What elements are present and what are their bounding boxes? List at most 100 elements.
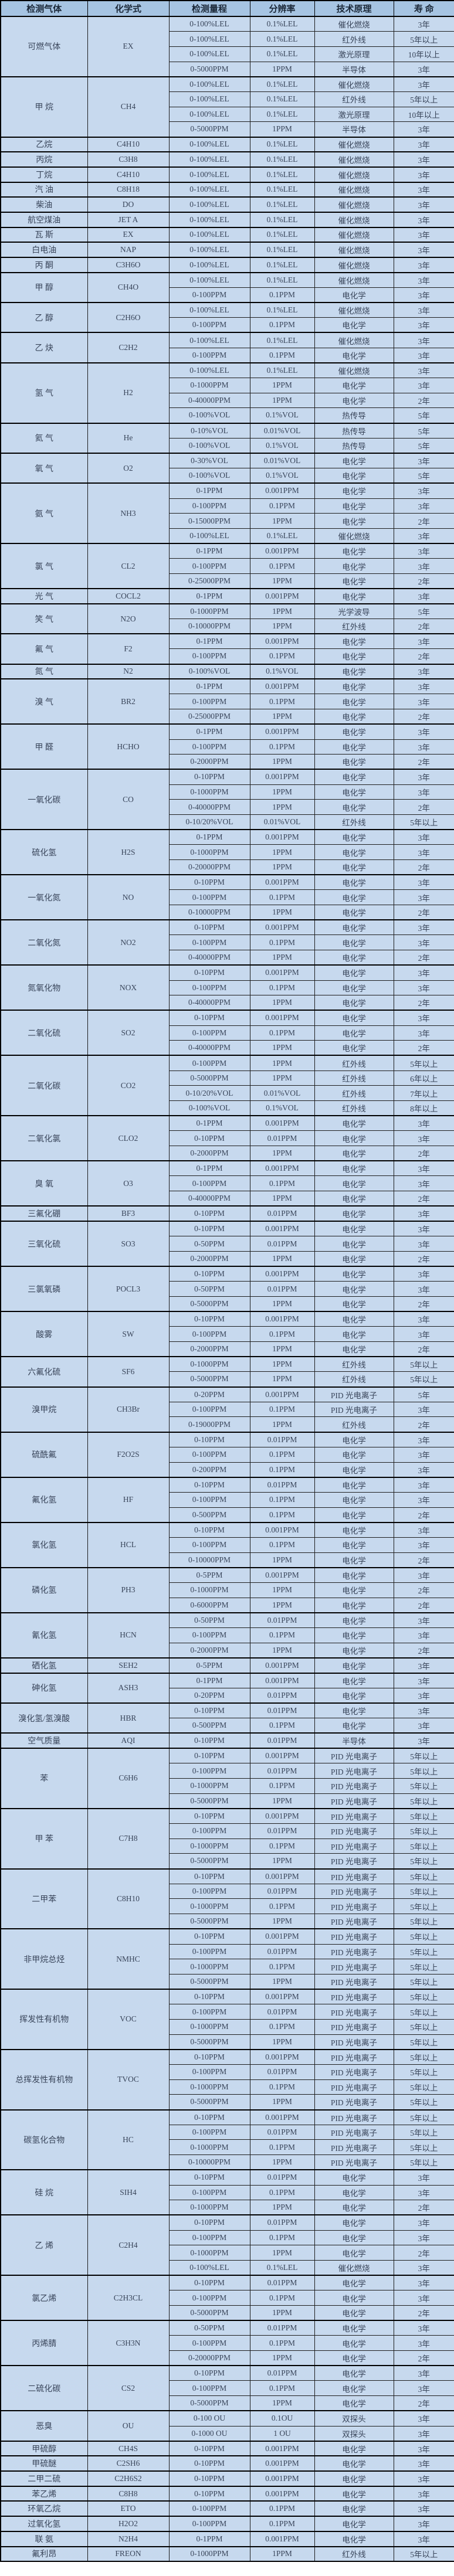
lifetime-cell: 5年以上 (393, 91, 454, 107)
table-row: 二硫化碳 CS2 0-10PPM 0.01PPM 电化学 3年 (0, 2365, 454, 2411)
principle-cell: 电化学 (314, 2470, 394, 2487)
gas-name-cell: 乙烷 (0, 136, 88, 152)
table-row: 三氧化硫 SO3 0-10PPM 0.001PPM 电化学 3年 (0, 1220, 454, 1267)
lifetime-cell: 5年以上 (393, 1898, 454, 1915)
range-cell: 0-100%LEL (168, 332, 250, 348)
table-row: 0-100PPM 0.01PPM PID 光电离子 5年以上 (1, 2124, 454, 2140)
range-cell: 0-100%LEL (168, 91, 250, 107)
gas-name-cell: 二甲苯 (0, 1868, 88, 1929)
lifetime-cell: 3年 (393, 2275, 454, 2291)
resolution-cell: 0.001PPM (249, 2440, 315, 2456)
gas-name-cell: 氟 气 (0, 633, 88, 665)
range-cell: 0-20PPM (168, 1687, 250, 1704)
table-row: 白电油 NAP 0-100%LEL 0.1%LEL 催化燃烧 3年 (0, 242, 454, 258)
table-row: 0-40000PPM 1PPM 电化学 2年 (1, 950, 454, 966)
range-cell: 0-40000PPM (168, 1040, 250, 1056)
lifetime-cell: 3年 (393, 196, 454, 213)
range-cell: 0-5000PPM (168, 1070, 250, 1086)
resolution-cell: 0.01PPM (249, 1943, 315, 1960)
table-header: 检测气体 化学式 检测量程 分辨率 技术原理 寿 命 (0, 0, 454, 17)
resolution-cell: 1PPM (249, 1371, 315, 1388)
resolution-cell: 0.001PPM (249, 678, 315, 695)
lifetime-cell: 2年 (393, 1296, 454, 1312)
table-row: 环氧乙烷 ETO 0-100PPM 0.1PPM 电化学 3年 (0, 2500, 454, 2517)
header-cell-principle: 技术原理 (314, 0, 394, 17)
table-row: 氟利昂 FREON 0-1000PPM 1PPM 红外线 5年以上 (0, 2546, 454, 2562)
principle-cell: 电化学 (314, 950, 394, 966)
lifetime-cell: 2年 (393, 1250, 454, 1267)
gas-name-cell: 氢 气 (0, 362, 88, 424)
resolution-cell: 1PPM (249, 1552, 315, 1568)
range-cell: 0-100%LEL (168, 2259, 250, 2276)
principle-cell: 催化燃烧 (314, 226, 394, 243)
formula-cell: HCN (87, 1612, 170, 1659)
resolution-cell: 1PPM (249, 121, 315, 137)
range-cell: 0-10/20%VOL (168, 1085, 250, 1101)
lifetime-cell: 2年 (393, 1341, 454, 1357)
table-row: 0-20PPM 0.01PPM 电化学 3年 (1, 1687, 454, 1704)
resolution-cell: 0.1PPM (249, 2500, 315, 2517)
gas-name-cell: 丙烯腈 (0, 2320, 88, 2366)
principle-cell: 热传导 (314, 422, 394, 439)
resolution-cell: 0.1%LEL (249, 257, 315, 273)
resolution-cell: 0.1PPM (249, 558, 315, 574)
formula-cell: O2 (87, 452, 170, 484)
principle-cell: 电化学 (314, 468, 394, 484)
range-cell: 0-500PPM (168, 1507, 250, 1523)
table-row: 氨 气 NH3 0-1PPM 0.001PPM 电化学 3年 (0, 482, 454, 544)
table-row: 二氧化碳 CO2 0-100PPM 1PPM 红外线 5年以上 (0, 1055, 454, 1116)
table-row: 甲 醇 CH4O 0-100%LEL 0.1%LEL 催化燃烧 3年 (0, 271, 454, 303)
principle-cell: 催化燃烧 (314, 362, 394, 378)
table-row: 0-25000PPM 1PPM 电化学 2年 (1, 709, 454, 725)
lifetime-cell: 3年 (393, 1221, 454, 1237)
formula-cell: CO (87, 769, 170, 830)
lifetime-cell: 3年 (393, 829, 454, 845)
range-cell: 0-1PPM (168, 482, 250, 499)
resolution-cell: 0.001PPM (249, 1266, 315, 1282)
resolution-cell: 0.01%VOL (249, 422, 315, 439)
table-row: 0-1000PPM 1PPM 电化学 3年 (1, 844, 454, 860)
range-cell: 0-10PPM (168, 964, 250, 981)
table-row: 丙烯腈 C3H3N 0-50PPM 0.01PPM 电化学 3年 (0, 2320, 454, 2366)
table-row: 0-100%LEL 0.1%LEL 激光原理 10年以上 (1, 106, 454, 123)
lifetime-cell: 3年 (393, 2516, 454, 2532)
range-cell: 0-5PPM (168, 1566, 250, 1583)
lifetime-cell: 3年 (393, 964, 454, 981)
table-row: 氯化氢 HCL 0-10PPM 0.001PPM 电化学 3年 (0, 1521, 454, 1568)
lifetime-cell: 5年以上 (393, 814, 454, 830)
principle-cell: PID 光电离子 (314, 1928, 394, 1945)
lifetime-cell: 3年 (393, 151, 454, 168)
principle-cell: 催化燃烧 (314, 332, 394, 348)
range-cell: 0-10PPM (168, 1476, 250, 1493)
principle-cell: 激光原理 (314, 46, 394, 62)
range-cell: 0-100PPM (168, 2516, 250, 2532)
range-cell: 0-10PPM (168, 1130, 250, 1147)
principle-cell: PID 光电离子 (314, 2018, 394, 2035)
formula-cell: NMHC (87, 1928, 170, 1990)
principle-cell: 红外线 (314, 618, 394, 634)
resolution-cell: 0.01PPM (249, 2320, 315, 2336)
principle-cell: 催化燃烧 (314, 196, 394, 213)
lifetime-cell: 3年 (393, 678, 454, 695)
resolution-cell: 1PPM (249, 513, 315, 529)
principle-cell: 电化学 (314, 1236, 394, 1252)
resolution-cell: 1PPM (249, 378, 315, 393)
formula-cell: CH4S (87, 2440, 170, 2456)
principle-cell: 红外线 (314, 91, 394, 107)
principle-cell: 电化学 (314, 1566, 394, 1583)
principle-cell: 电化学 (314, 2169, 394, 2186)
formula-cell: SEH2 (87, 1657, 170, 1674)
range-cell: 0-1PPM (168, 1115, 250, 1131)
principle-cell: 电化学 (314, 1687, 394, 1704)
resolution-cell: 0.1%LEL (249, 211, 315, 228)
lifetime-cell: 2年 (393, 950, 454, 966)
table-row: 硅 烷 SIH4 0-10PPM 0.01PPM 电化学 3年 (0, 2169, 454, 2215)
resolution-cell: 0.1%VOL (249, 468, 315, 484)
range-cell: 0-10PPM (168, 2214, 250, 2231)
lifetime-cell: 3年 (393, 723, 454, 740)
lifetime-cell: 3年 (393, 1311, 454, 1327)
lifetime-cell: 3年 (393, 769, 454, 785)
principle-cell: PID 光电离子 (314, 1748, 394, 1764)
formula-cell: C4H10 (87, 166, 170, 183)
formula-cell: O3 (87, 1160, 170, 1207)
